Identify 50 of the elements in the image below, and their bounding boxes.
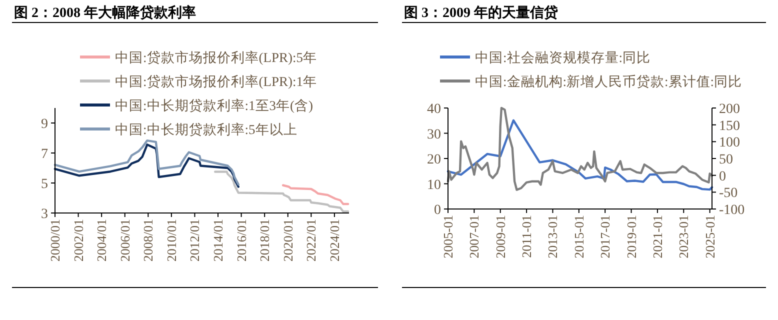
legend-label: 中国:中长期贷款利率:1至3年(含) [115,98,313,113]
legend-label: 中国:贷款市场报价利率(LPR):5年 [115,50,318,65]
y2-tick-label: 150 [719,118,740,134]
y2-tick-label: 200 [719,102,740,117]
x-tick-label: 2020/01 [280,219,296,262]
x-tick-label: 2012/01 [187,219,202,262]
legend-label: 中国:中长期贷款利率:5年以上 [115,122,298,137]
x-tick-label: 2018/01 [257,219,272,262]
y2-tick-label: -100 [719,203,745,218]
y-tick-label: 9 [41,117,48,132]
x-tick-label: 2008/01 [140,219,156,262]
x-tick-label: 2017-01 [598,215,613,258]
line-series [214,170,350,213]
x-tick-label: 2022/01 [304,219,319,262]
x-tick-label: 2007-01 [466,215,482,258]
x-tick-label: 2011-01 [519,215,534,258]
y-tick-label: 3 [41,207,48,222]
x-tick-label: 2015-01 [571,215,586,258]
x-tick-label: 2023-01 [676,215,692,258]
line-series [282,184,350,206]
legend-label: 中国:贷款市场报价利率(LPR):1年 [115,74,318,89]
x-tick-label: 2016/01 [234,219,249,262]
x-tick-label: 2002/01 [70,219,86,262]
x-tick-label: 2014/01 [210,219,226,262]
x-tick-label: 2004/01 [94,219,110,262]
y-tick-label: 20 [427,152,441,168]
x-tick-label: 2021-01 [650,215,665,258]
chart-title: 图 2：2008 年大幅降贷款利率 [14,4,196,21]
x-tick-label: 2006/01 [117,219,132,262]
y2-tick-label: -50 [719,186,738,202]
x-tick-label: 2025-01 [702,215,718,258]
x-tick-label: 2005-01 [440,215,456,258]
y-tick-label: 30 [427,127,441,142]
x-tick-label: 2024/01 [326,219,342,262]
x-tick-label: 2010/01 [164,219,179,262]
legend-label: 中国:社会融资规模存量:同比 [475,50,651,65]
y-tick-label: 40 [427,102,441,117]
y-tick-label: 5 [41,177,48,192]
y2-tick-label: 50 [719,152,733,168]
y-tick-label: 10 [427,178,441,193]
y-tick-label: 7 [41,147,48,162]
y2-tick-label: 100 [719,136,740,151]
legend-label: 中国:金融机构:新增人民币贷款:累计值:同比 [475,74,742,89]
chart-title: 图 3：2009 年的天量信贷 [404,4,558,21]
x-tick-label: 2009-01 [492,215,508,258]
x-tick-label: 2019-01 [624,215,639,258]
x-tick-label: 2013-01 [545,215,560,258]
x-tick-label: 2000/01 [48,219,62,262]
y2-tick-label: 0 [719,169,726,184]
y-tick-label: 0 [434,203,441,218]
